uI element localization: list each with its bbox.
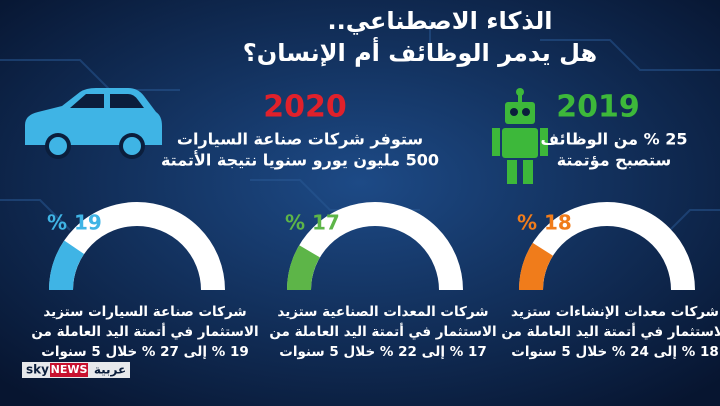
gauge-label: % 17 [285, 211, 340, 235]
gauge-text: 19 % إلى 27 % خلال 5 سنوات [41, 344, 248, 360]
fact-year: 2020 [263, 90, 347, 125]
fact-line: ستصبح مؤتمتة [557, 151, 672, 170]
gauge-text: شركات المعدات الصناعية ستزيد [277, 304, 488, 320]
robot-icon [492, 88, 548, 184]
logo-arabic: عربية [94, 363, 126, 377]
gauge-text: الاستثمار في أتمتة اليد العاملة من [31, 323, 258, 340]
logo-sky: sky [26, 363, 49, 377]
fact-line: 25 % من الوظائف [541, 130, 688, 149]
gauge-label: % 19 [47, 211, 102, 235]
gauge-fill [287, 245, 321, 291]
logo: sky NEWS عربية [22, 362, 130, 378]
gauge-text: شركات صناعة السيارات ستزيد [43, 304, 246, 320]
gauge-label: % 18 [517, 211, 572, 235]
car-icon [25, 88, 162, 159]
gauge-text: الاستثمار في أتمتة اليد العاملة من [269, 323, 496, 340]
fact-line: 500 مليون يورو سنويا نتيجة الأتمتة [161, 151, 439, 170]
title-line: هل يدمر الوظائف أم الإنسان؟ [243, 37, 597, 67]
gauge-text: 17 % إلى 22 % خلال 5 سنوات [279, 344, 486, 360]
gauge-fill [49, 240, 85, 291]
gauge-text: شركات معدات الإنشاءات ستزيد [511, 304, 719, 320]
gauge-text: 18 % إلى 24 % خلال 5 سنوات [511, 344, 718, 360]
logo-news: NEWS [51, 363, 88, 376]
title-line: الذكاء الاصطناعي.. [327, 7, 552, 35]
fact-year: 2019 [556, 90, 640, 125]
fact-line: ستوفر شركات صناعة السيارات [177, 130, 423, 149]
gauge-text: الاستثمار في أتمتة اليد العاملة من [501, 323, 720, 340]
gauge-fill [519, 242, 554, 291]
